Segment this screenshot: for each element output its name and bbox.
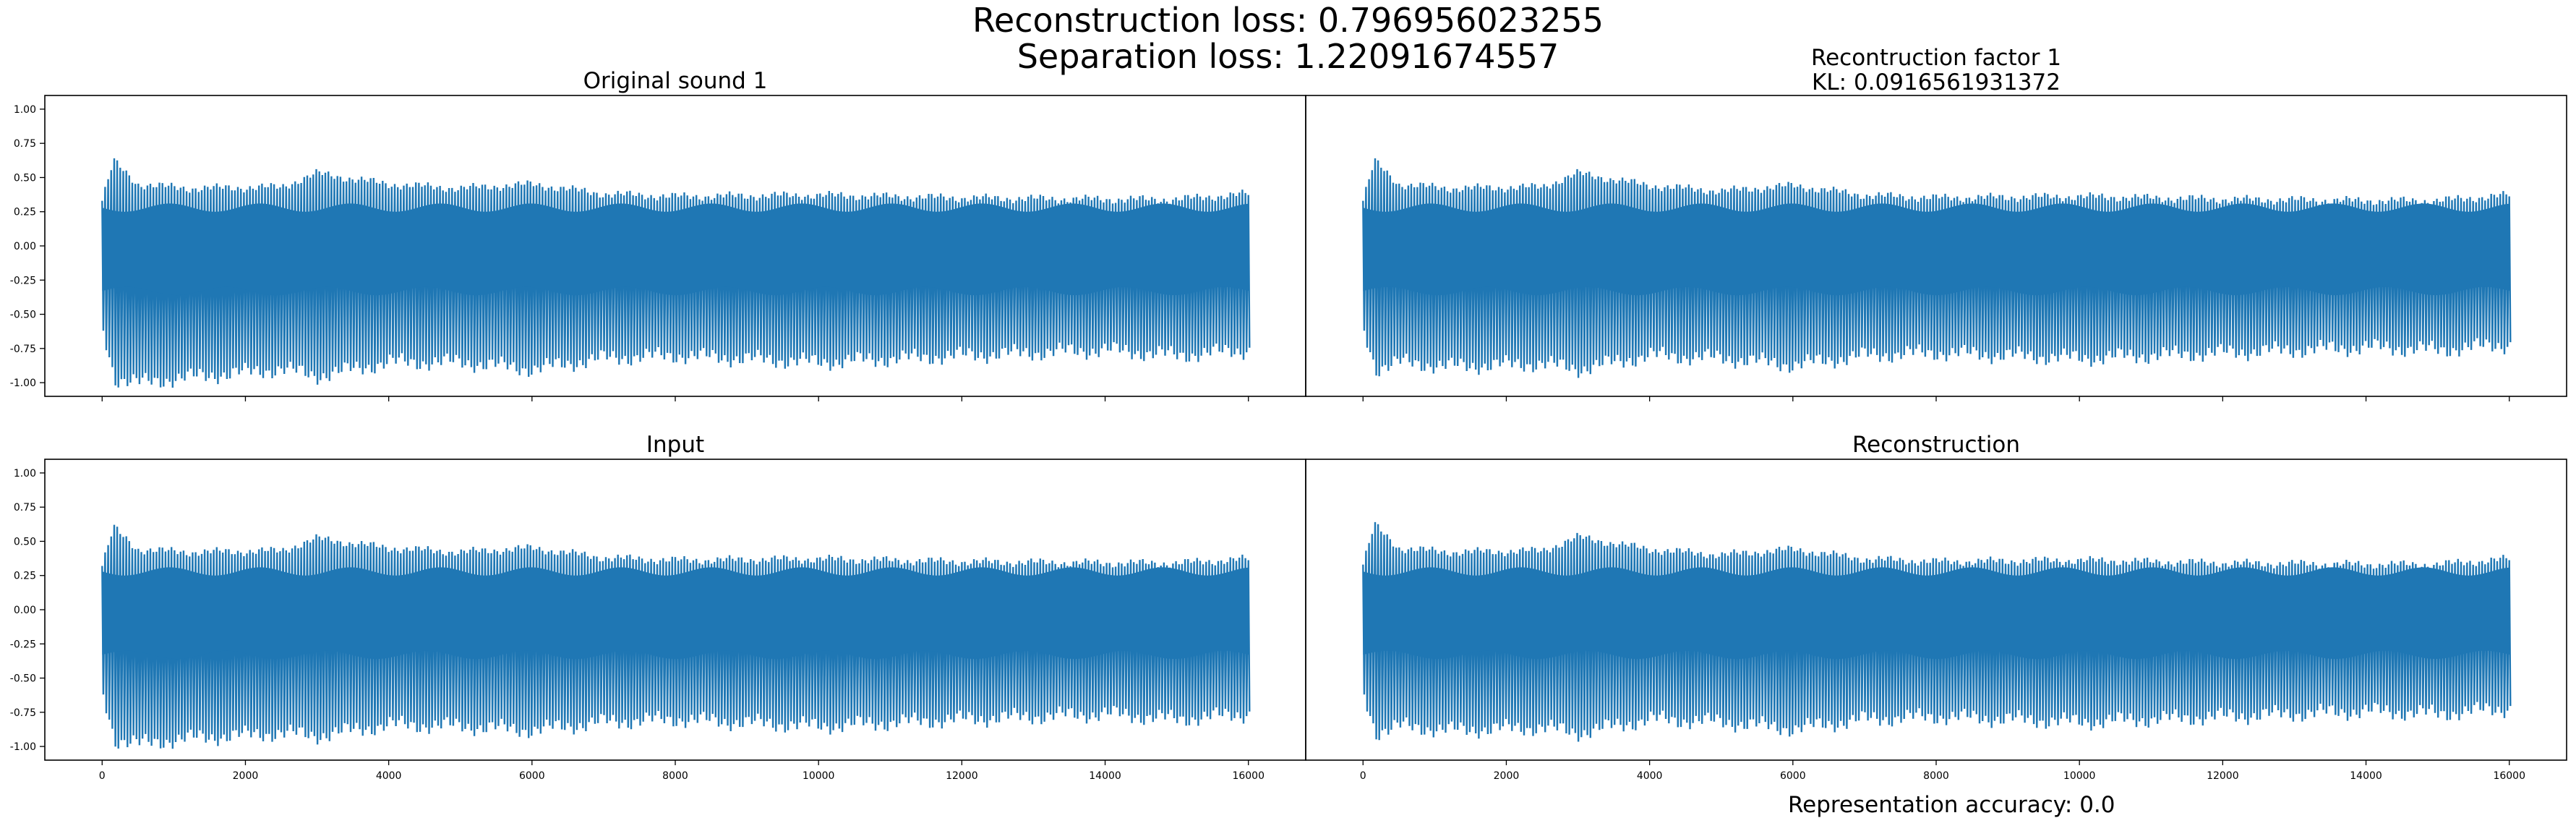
y-tick-label: -0.50: [10, 310, 36, 321]
x-tick-label: 12000: [2207, 770, 2239, 782]
y-tick-label: -0.75: [10, 707, 36, 719]
y-tick-label: -0.50: [10, 673, 36, 685]
waveform-core: [102, 203, 1249, 296]
waveform-core: [1363, 203, 2509, 296]
y-tick-label: 0.50: [14, 172, 36, 184]
x-tick-label: 10000: [803, 770, 835, 782]
y-tick-label: -0.25: [10, 275, 36, 286]
subplot-title: Reconstruction: [1852, 432, 2020, 458]
x-tick-label: 14000: [1089, 770, 1121, 782]
x-tick-label: 0: [1360, 770, 1366, 782]
subplot-1: Original sound 1 -1.00 -0.75 -0.50 -0.25 0.00…: [10, 68, 1306, 401]
subplot-subtitle: KL: 0.0916561931372: [1812, 69, 2061, 95]
y-tick-label: 0.50: [14, 536, 36, 548]
subplot-4: Reconstruction 0 2000 4000 6000 8000 10000 1200…: [1305, 432, 2567, 782]
y-tick-label: -1.00: [10, 378, 36, 389]
figure-suptitle-line2: Separation loss: 1.22091674557: [1017, 37, 1559, 76]
waveform-core: [1363, 567, 2509, 660]
y-tick-label: 1.00: [14, 104, 36, 116]
representation-accuracy-label: Representation accuracy: 0.0: [1788, 792, 2115, 818]
subplot-title: Recontruction factor 1: [1811, 45, 2061, 71]
x-tick-label: 16000: [2493, 770, 2525, 782]
x-tick-label: 8000: [1923, 770, 1949, 782]
y-tick-label: 1.00: [14, 468, 36, 480]
x-tick-label: 4000: [1637, 770, 1663, 782]
y-tick-label: 0.75: [14, 138, 36, 150]
x-tick-label: 4000: [376, 770, 402, 782]
y-tick-label: -1.00: [10, 741, 36, 753]
waveform-core: [102, 567, 1249, 660]
y-tick-label: 0.75: [14, 502, 36, 514]
y-tick-label: 0.25: [14, 207, 36, 218]
x-tick-label: 16000: [1232, 770, 1265, 782]
x-tick-label: 8000: [662, 770, 688, 782]
y-tick-label: 0.25: [14, 571, 36, 582]
y-tick-label: -0.25: [10, 639, 36, 650]
subplot-title: Original sound 1: [583, 68, 768, 94]
x-tick-label: 6000: [1780, 770, 1806, 782]
figure-suptitle-line1: Reconstruction loss: 0.796956023255: [972, 1, 1604, 40]
y-tick-label: -0.75: [10, 344, 36, 355]
x-tick-label: 12000: [946, 770, 978, 782]
x-tick-label: 2000: [1494, 770, 1520, 782]
x-tick-label: 10000: [2063, 770, 2096, 782]
y-tick-label: 0.00: [14, 241, 36, 252]
subplot-3: Input -1.00 -0.75 -0.50 -0.25 0.00 0.25 0.50 0.7…: [10, 432, 1306, 782]
subplot-title: Input: [646, 432, 704, 458]
x-tick-label: 2000: [233, 770, 259, 782]
x-tick-label: 14000: [2350, 770, 2382, 782]
y-tick-label: 0.00: [14, 605, 36, 616]
x-tick-label: 6000: [519, 770, 545, 782]
subplot-2: Recontruction factor 1KL: 0.091656193137…: [1305, 45, 2567, 401]
x-tick-label: 0: [99, 770, 106, 782]
